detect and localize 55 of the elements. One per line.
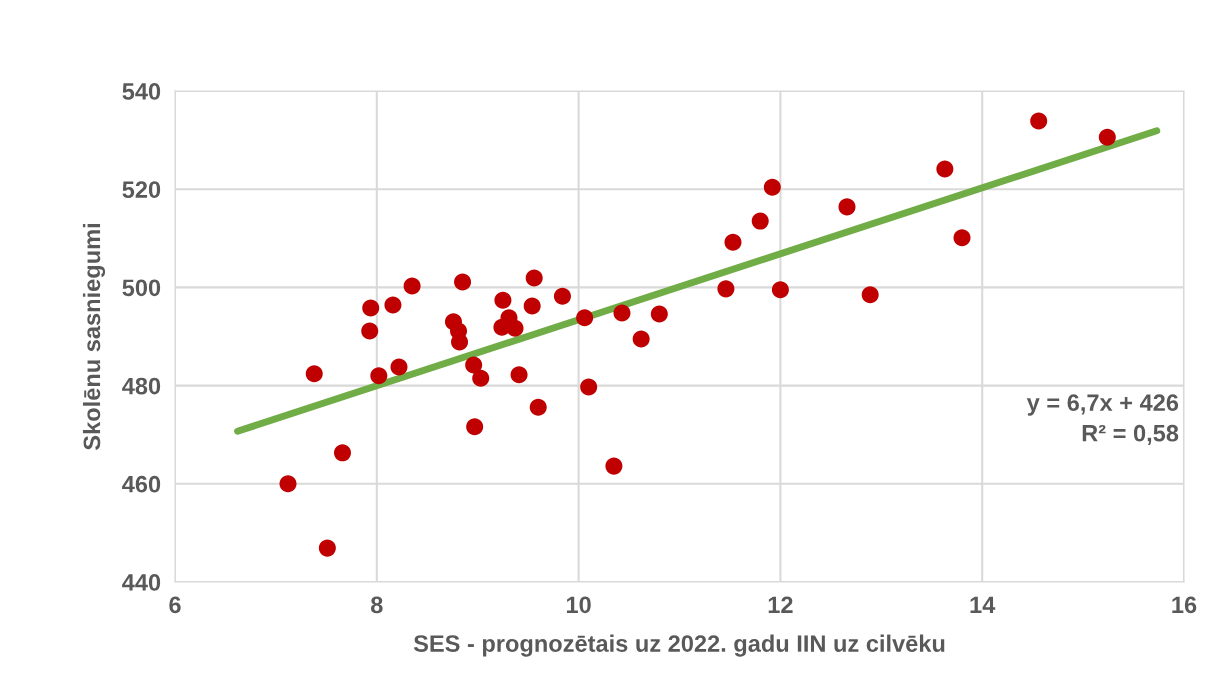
point — [318, 539, 336, 557]
x-axis-title: SES - prognozētais uz 2022. gadu IIN uz cilvēku — [413, 634, 945, 657]
point — [403, 277, 421, 295]
point — [472, 369, 490, 387]
annotation: R² = 0,58 — [1082, 424, 1179, 446]
point — [751, 212, 769, 230]
y-tick-label: 500 — [122, 279, 161, 297]
point — [861, 286, 879, 304]
y-tick-label: 520 — [122, 181, 161, 198]
point — [580, 378, 598, 396]
x-tick-label: 14 — [970, 596, 996, 613]
point — [650, 305, 668, 323]
point — [361, 322, 379, 340]
point — [936, 160, 954, 178]
point — [390, 358, 408, 376]
point — [506, 319, 524, 337]
x-tick-label: 8 — [370, 596, 383, 614]
point — [553, 287, 571, 305]
point — [613, 304, 631, 322]
y-tick-label: 460 — [122, 475, 161, 493]
y-tick-label: 480 — [122, 377, 161, 395]
point — [717, 280, 735, 298]
point — [576, 309, 594, 327]
point — [451, 333, 469, 351]
point — [333, 444, 351, 462]
point — [605, 457, 623, 475]
point — [529, 398, 547, 416]
point — [466, 418, 484, 436]
x-tick-label: 6 — [169, 596, 181, 614]
point — [525, 269, 543, 287]
y-axis-title: Skolēnu sasniegumi — [82, 224, 106, 450]
point — [454, 273, 472, 291]
point — [1030, 112, 1048, 130]
point — [510, 366, 528, 384]
point — [771, 281, 789, 299]
point — [724, 233, 742, 251]
x-tick-label: 12 — [768, 596, 793, 613]
y-tick-label: 540 — [122, 83, 161, 100]
point — [523, 297, 541, 315]
point — [632, 330, 650, 348]
point — [279, 475, 297, 493]
point — [465, 356, 483, 374]
point — [370, 367, 388, 385]
point — [362, 299, 380, 317]
x-tick-label: 10 — [566, 596, 591, 614]
annotation: y = 6,7x + 426 — [1026, 394, 1179, 416]
point — [953, 229, 971, 247]
point — [838, 198, 856, 216]
point — [305, 365, 323, 383]
x-tick-label: 16 — [1172, 596, 1197, 614]
y-tick-label: 440 — [122, 574, 161, 591]
point — [494, 291, 512, 309]
point — [1098, 128, 1116, 146]
point — [384, 296, 402, 314]
point — [763, 178, 781, 196]
